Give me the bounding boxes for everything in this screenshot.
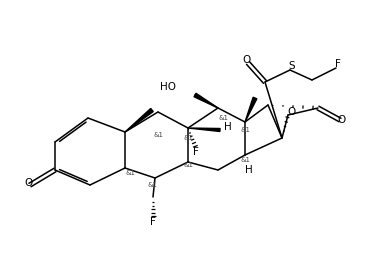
Text: &1: &1 xyxy=(147,182,157,188)
Text: S: S xyxy=(289,61,295,71)
Text: H: H xyxy=(224,122,232,132)
Text: F: F xyxy=(335,59,341,69)
Text: O: O xyxy=(287,107,295,117)
Text: &1: &1 xyxy=(240,127,250,133)
Text: &1: &1 xyxy=(183,162,193,168)
Text: &1: &1 xyxy=(183,135,193,141)
Polygon shape xyxy=(245,97,257,122)
Text: &1: &1 xyxy=(218,115,228,121)
Text: F: F xyxy=(150,217,156,227)
Text: F: F xyxy=(193,147,199,157)
Text: O: O xyxy=(242,55,250,65)
Text: &1: &1 xyxy=(240,157,250,163)
Text: &1: &1 xyxy=(125,170,135,176)
Polygon shape xyxy=(125,109,153,132)
Text: &1: &1 xyxy=(153,132,163,138)
Polygon shape xyxy=(194,93,218,108)
Text: H: H xyxy=(245,165,253,175)
Polygon shape xyxy=(188,128,220,132)
Text: HO: HO xyxy=(160,82,176,92)
Text: O: O xyxy=(338,115,346,125)
Text: O: O xyxy=(24,178,32,188)
